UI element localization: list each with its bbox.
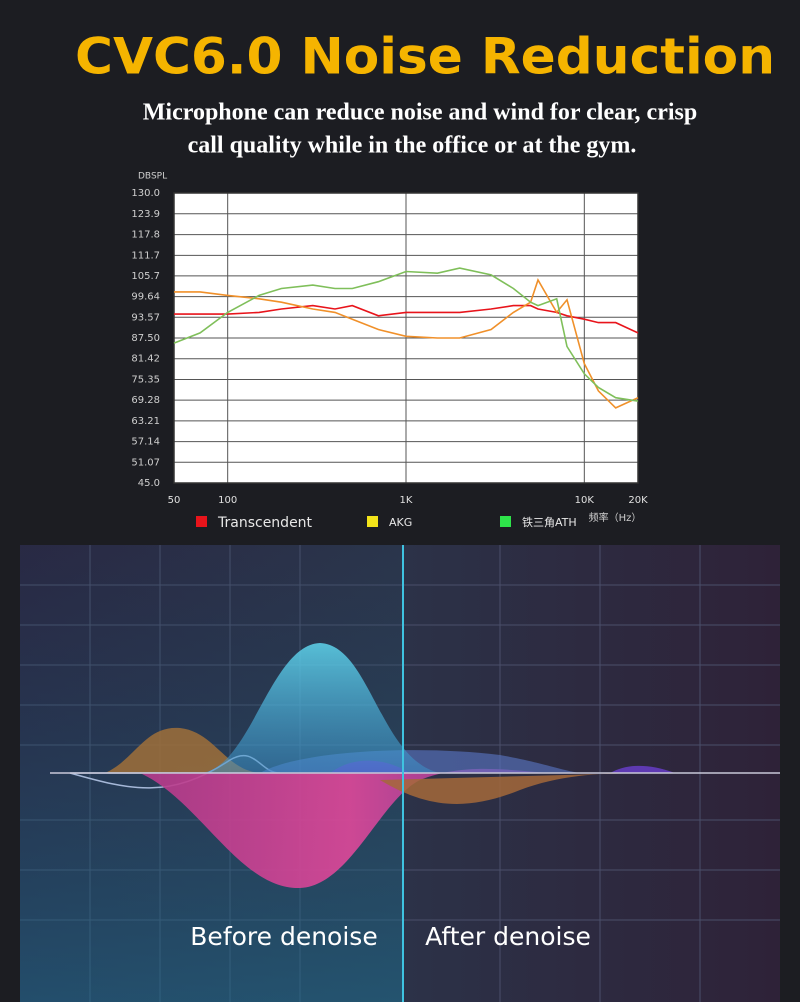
legend-label: AKG: [389, 516, 412, 529]
illustration: Before denoise After denoise: [20, 545, 780, 1002]
x-tick-label: 20K: [628, 495, 648, 506]
legend-label: Transcendent: [217, 515, 313, 531]
subtitle: Microphone can reduce noise and wind for…: [143, 100, 697, 126]
x-axis-label: 频率（Hz）: [589, 511, 642, 524]
illustration-label: After denoise: [425, 922, 591, 951]
y-tick-label: 87.50: [131, 333, 160, 344]
y-tick-label: 81.42: [131, 354, 160, 365]
legend-swatch: [500, 516, 511, 527]
y-tick-label: 93.57: [131, 312, 160, 323]
wave: [610, 765, 675, 773]
chart: DBSPL 频率（Hz） 130.0 123.9 117.8 111.7 105.7 99…: [131, 172, 648, 532]
y-tick-label: 57.14: [131, 437, 160, 448]
y-tick-label: 51.07: [131, 457, 160, 468]
plot-frame: [173, 192, 639, 484]
y-tick-label: 117.8: [131, 230, 160, 241]
wave: [140, 768, 560, 889]
series-line: [173, 267, 639, 402]
legend-label: 铁三角ATH: [522, 516, 577, 529]
y-tick-label: 130.0: [131, 188, 160, 199]
y-axis-label: DBSPL: [138, 172, 167, 182]
y-tick-label: 45.0: [138, 478, 160, 489]
x-tick-label: 50: [168, 495, 181, 506]
x-tick-label: 1K: [400, 495, 413, 506]
y-tick-label: 105.7: [131, 271, 160, 282]
x-tick-label: 10K: [575, 495, 595, 506]
y-tick-label: 69.28: [131, 395, 160, 406]
y-tick-label: 123.9: [131, 209, 160, 220]
y-tick-label: 111.7: [131, 250, 160, 261]
legend-swatch: [367, 516, 378, 527]
y-tick-label: 63.21: [131, 416, 160, 427]
title: CVC6.0 Noise Reduction: [75, 28, 775, 86]
wave: [105, 727, 260, 773]
illustration-label: Before denoise: [190, 922, 377, 951]
wave: [380, 773, 640, 804]
y-tick-label: 99.64: [131, 292, 160, 303]
series-line: [174, 278, 639, 409]
x-tick-label: 100: [218, 495, 237, 506]
legend-swatch: [196, 516, 207, 527]
series-line: [174, 304, 639, 334]
wave: [200, 643, 440, 773]
y-tick-label: 75.35: [131, 374, 160, 385]
subtitle: call quality while in the office or at t…: [188, 133, 637, 159]
